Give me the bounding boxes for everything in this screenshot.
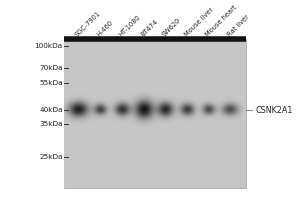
Text: 70kDa: 70kDa (39, 65, 63, 71)
Text: SGC-7901: SGC-7901 (74, 10, 102, 37)
Text: H-460: H-460 (96, 19, 115, 37)
Text: 100kDa: 100kDa (34, 43, 63, 49)
Text: SW620: SW620 (162, 17, 182, 37)
Text: Rat liver: Rat liver (226, 13, 250, 37)
Text: 55kDa: 55kDa (39, 80, 63, 86)
Text: HT-1080: HT-1080 (118, 14, 142, 37)
Text: BT474: BT474 (140, 18, 160, 37)
Text: Mouse heart: Mouse heart (205, 4, 238, 37)
Text: Mouse liver: Mouse liver (184, 6, 215, 37)
Text: 40kDa: 40kDa (39, 107, 63, 113)
Text: 25kDa: 25kDa (39, 154, 63, 160)
Bar (64, 39, 246, 188)
Text: CSNK2A1: CSNK2A1 (255, 106, 293, 115)
Text: 35kDa: 35kDa (39, 121, 63, 127)
